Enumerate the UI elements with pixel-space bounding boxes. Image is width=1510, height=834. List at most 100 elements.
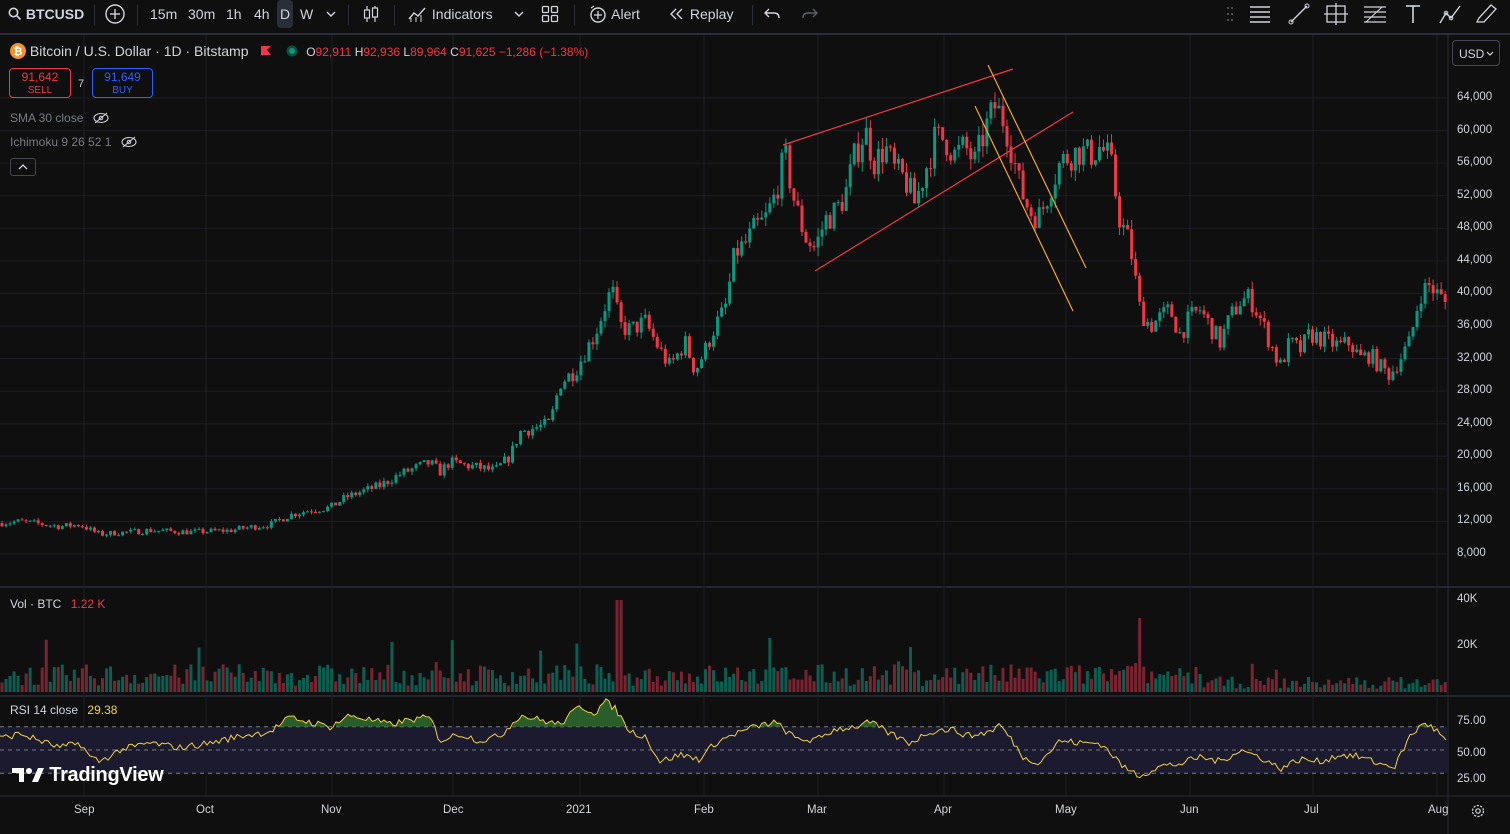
candle-body: [1355, 349, 1359, 353]
volume-bar: [1001, 667, 1005, 692]
candle-body: [792, 188, 796, 201]
candle-body: [997, 105, 1001, 109]
replay-button[interactable]: Replay: [668, 0, 733, 28]
candle-body: [1258, 315, 1262, 319]
symbol-search[interactable]: BTCUSD: [8, 0, 84, 28]
volume-bar: [925, 680, 929, 692]
candle-body: [977, 135, 981, 152]
volume-bar: [245, 681, 249, 692]
chart-type-button[interactable]: [362, 0, 380, 28]
volume-bar: [848, 685, 852, 692]
divider: [574, 5, 575, 25]
volume-bar: [277, 672, 281, 692]
eye-hidden-icon[interactable]: [121, 136, 137, 148]
redo-button[interactable]: [802, 0, 818, 28]
volume-bar: [24, 673, 28, 692]
price-axis-label: 52,000: [1457, 188, 1493, 201]
candle-body: [595, 333, 599, 345]
price-chart[interactable]: [0, 35, 1510, 834]
layouts-button[interactable]: [541, 0, 559, 28]
trend-line-tool[interactable]: [1288, 0, 1310, 28]
candle-body: [515, 444, 519, 446]
interval-w[interactable]: W: [300, 6, 314, 22]
interval-d[interactable]: D: [277, 0, 293, 28]
volume-bar: [161, 676, 165, 692]
candle-body: [929, 168, 933, 170]
interval-4h[interactable]: 4h: [254, 6, 270, 22]
add-symbol-button[interactable]: [104, 0, 126, 28]
indicators-button[interactable]: Indicators: [408, 0, 493, 28]
volume-legend[interactable]: Vol · BTC 1.22 K: [10, 597, 105, 611]
channel-line-lower: [974, 105, 1074, 312]
interval-dropdown[interactable]: [326, 0, 336, 28]
crosshair-tool[interactable]: [1324, 0, 1348, 28]
volume-bar: [1077, 665, 1081, 692]
wedge-lower-line: [814, 111, 1074, 272]
alert-button[interactable]: Alert: [588, 0, 640, 28]
candle-body: [780, 152, 784, 199]
menu-tool[interactable]: [1248, 0, 1272, 28]
ichimoku-legend[interactable]: Ichimoku 9 26 52 1: [10, 135, 137, 149]
flag-icon[interactable]: [260, 45, 272, 57]
candle-body: [60, 526, 64, 529]
volume-bar: [864, 680, 868, 692]
symbol-title[interactable]: Bitcoin / U.S. Dollar · 1D · Bitstamp: [29, 43, 249, 59]
currency-select[interactable]: USD: [1452, 40, 1500, 66]
volume-bar: [474, 680, 478, 692]
rsi-axis-label: 50.00: [1457, 747, 1486, 759]
indicators-dropdown[interactable]: [514, 0, 524, 28]
candle-body: [1106, 142, 1109, 151]
candle-body: [338, 501, 342, 506]
sma-legend[interactable]: SMA 30 close: [10, 111, 109, 125]
candle-body: [1045, 206, 1049, 209]
interval-15m[interactable]: 15m: [150, 6, 178, 22]
candle-body: [358, 492, 362, 496]
candle-body: [478, 462, 482, 469]
volume-bar: [0, 682, 4, 692]
fib-tool[interactable]: [1362, 0, 1388, 28]
candle-body: [8, 523, 12, 525]
volume-bar: [977, 672, 981, 692]
candle-body: [539, 424, 543, 428]
rsi-legend[interactable]: RSI 14 close 29.38: [10, 703, 117, 717]
volume-bar: [414, 685, 418, 692]
volume-bar: [961, 672, 965, 692]
candle-body: [973, 151, 977, 160]
eye-hidden-icon[interactable]: [93, 112, 109, 124]
drag-handle[interactable]: [1226, 0, 1234, 28]
candle-body: [627, 323, 631, 335]
volume-bar: [724, 667, 728, 692]
undo-button[interactable]: [764, 0, 780, 28]
volume-bar: [728, 676, 732, 692]
candle-body: [125, 531, 129, 533]
buy-button[interactable]: 91,649 BUY: [92, 68, 153, 98]
candle-body: [1142, 301, 1146, 327]
candle-body: [892, 147, 896, 164]
volume-bar: [921, 685, 925, 692]
volume-bar: [1009, 664, 1013, 692]
volume-bar: [695, 676, 699, 692]
candle-body: [651, 328, 655, 337]
brush-tool[interactable]: [1474, 0, 1504, 28]
volume-bar: [249, 677, 253, 692]
volume-bar: [1298, 686, 1302, 692]
chart-settings-button[interactable]: [1470, 803, 1486, 824]
volume-bar: [945, 668, 949, 692]
sell-button[interactable]: 91,642 SELL: [9, 68, 71, 98]
price-axis-label: 64,000: [1457, 91, 1493, 103]
interval-30m[interactable]: 30m: [188, 6, 216, 22]
interval-1h[interactable]: 1h: [226, 6, 242, 22]
crosshair-box-icon: [1324, 3, 1348, 25]
candle-body: [884, 146, 888, 163]
collapse-legend-button[interactable]: [10, 158, 36, 176]
pattern-tool[interactable]: [1438, 0, 1462, 28]
volume-bar: [856, 679, 860, 692]
alert-label: Alert: [611, 6, 640, 22]
candle-body: [941, 127, 945, 140]
text-tool[interactable]: [1404, 0, 1422, 28]
volume-bar: [736, 667, 740, 692]
volume-bar: [281, 683, 285, 692]
hamburger-icon: [1250, 6, 1270, 23]
candle-body: [587, 342, 591, 362]
volume-bar: [1106, 681, 1109, 692]
